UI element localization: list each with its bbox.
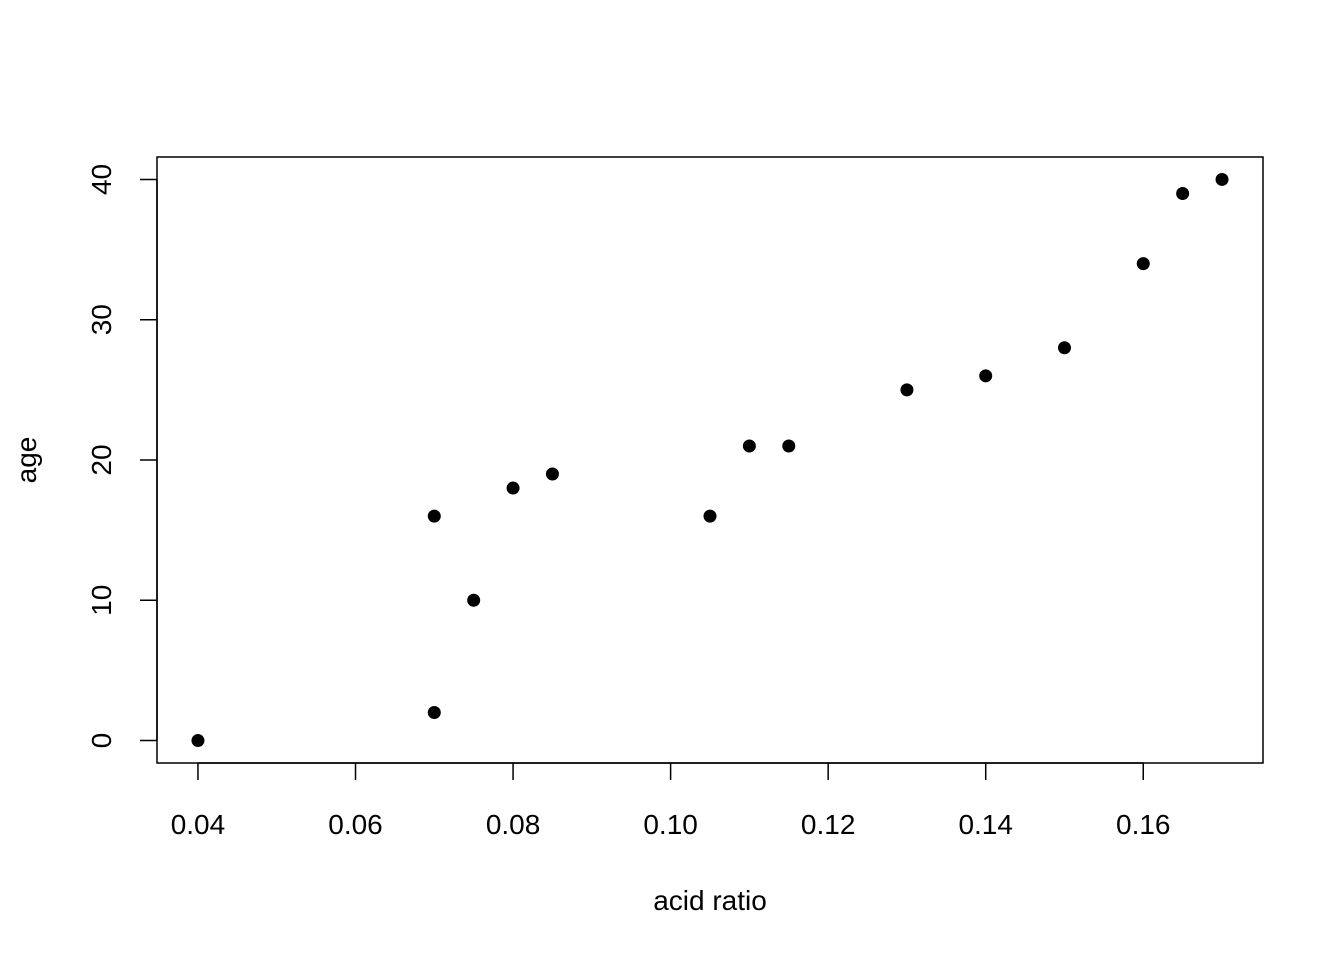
x-tick-label: 0.06	[328, 809, 383, 840]
y-tick-label: 30	[86, 304, 117, 335]
data-point	[1215, 172, 1229, 186]
x-tick-label: 0.14	[958, 809, 1013, 840]
y-tick-label: 0	[86, 733, 117, 749]
data-point	[506, 481, 520, 495]
data-point	[979, 369, 993, 383]
plot-frame	[156, 156, 1264, 764]
y-tick-label: 40	[86, 164, 117, 195]
data-point	[782, 439, 796, 453]
x-tick-label: 0.08	[486, 809, 541, 840]
data-point	[742, 439, 756, 453]
x-axis-label: acid ratio	[653, 885, 767, 916]
data-point	[703, 509, 717, 523]
x-tick-label: 0.12	[801, 809, 856, 840]
x-tick-label: 0.10	[643, 809, 698, 840]
y-axis: 0 10 20 30 40	[86, 164, 158, 749]
data-points	[191, 172, 1229, 748]
data-point	[1057, 341, 1071, 355]
x-axis: 0.04 0.06 0.08 0.10 0.12 0.14 0.16	[171, 762, 1171, 840]
data-point	[427, 509, 441, 523]
y-tick-label: 10	[86, 585, 117, 616]
data-point	[191, 734, 205, 748]
y-axis-label: age	[11, 437, 42, 484]
data-point	[467, 593, 481, 607]
x-tick-label: 0.04	[171, 809, 226, 840]
x-tick-label: 0.16	[1116, 809, 1171, 840]
data-point	[1176, 186, 1190, 200]
data-point	[900, 383, 914, 397]
data-point	[427, 706, 441, 719]
y-tick-label: 20	[86, 444, 117, 475]
data-point	[545, 467, 559, 481]
data-point	[1136, 257, 1150, 271]
